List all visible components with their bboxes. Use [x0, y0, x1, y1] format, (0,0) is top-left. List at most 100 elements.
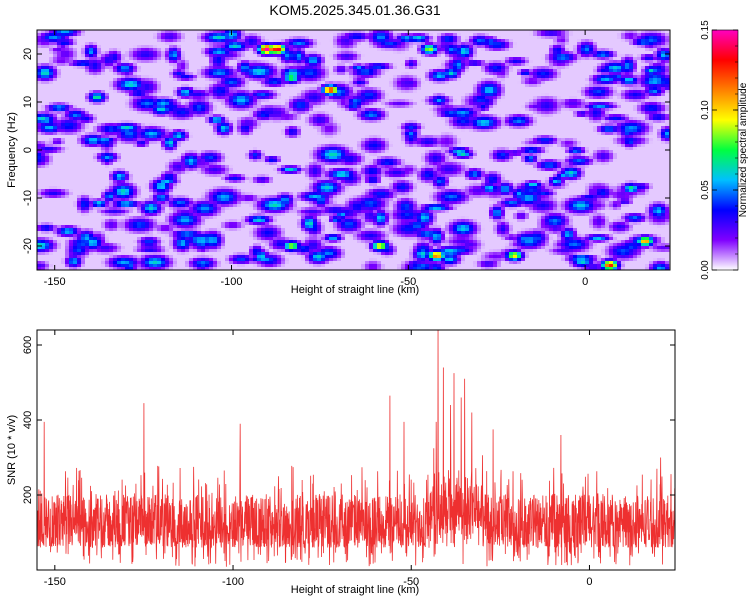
- heatmap-cell: [169, 36, 174, 40]
- heatmap-cell: [205, 102, 210, 106]
- heatmap-cell: [649, 42, 654, 46]
- heatmap-cell: [301, 45, 306, 49]
- heatmap-cell: [537, 111, 542, 115]
- heatmap-cell: [133, 69, 138, 73]
- heatmap-cell: [389, 42, 394, 46]
- heatmap-cell: [145, 30, 150, 34]
- heatmap-cell: [137, 33, 142, 37]
- heatmap-cell: [49, 57, 54, 61]
- heatmap-cell: [201, 90, 206, 94]
- heatmap-cell: [397, 111, 402, 115]
- heatmap-cell: [57, 78, 62, 82]
- heatmap-cell: [97, 45, 102, 49]
- heatmap-cell: [293, 99, 298, 103]
- heatmap-cell: [169, 114, 174, 118]
- heatmap-cell: [61, 105, 66, 109]
- heatmap-cell: [121, 102, 126, 106]
- heatmap-cell: [561, 99, 566, 103]
- heatmap-cell: [153, 99, 158, 103]
- heatmap-cell: [309, 63, 314, 67]
- heatmap-cell: [285, 120, 290, 124]
- heatmap-cell: [345, 54, 350, 58]
- heatmap-cell: [569, 54, 574, 58]
- heatmap-cell: [145, 120, 150, 124]
- heatmap-cell: [49, 66, 54, 70]
- heatmap-cell: [661, 72, 666, 76]
- heatmap-cell: [597, 45, 602, 49]
- heatmap-cell: [661, 36, 666, 40]
- heatmap-cell: [133, 30, 138, 34]
- heatmap-cell: [321, 66, 326, 70]
- heatmap-cell: [581, 111, 586, 115]
- heatmap-cell: [281, 123, 286, 127]
- heatmap-cell: [249, 63, 254, 67]
- heatmap-cell: [481, 39, 486, 43]
- heatmap-cell: [197, 57, 202, 61]
- heatmap-cell: [73, 90, 78, 94]
- heatmap-cell: [333, 33, 338, 37]
- heatmap-cell: [393, 84, 398, 88]
- heatmap-cell: [357, 120, 362, 124]
- heatmap-cell: [533, 120, 538, 124]
- heatmap-cell: [525, 33, 530, 37]
- heatmap-cell: [389, 90, 394, 94]
- heatmap-cell: [69, 111, 74, 115]
- heatmap-cell: [429, 60, 434, 64]
- heatmap-cell: [369, 102, 374, 106]
- heatmap-cell: [589, 102, 594, 106]
- heatmap-cell: [605, 30, 610, 34]
- heatmap-cell: [369, 60, 374, 64]
- heatmap-cell: [537, 108, 542, 112]
- heatmap-cell: [589, 30, 594, 34]
- heatmap-cell: [533, 45, 538, 49]
- heatmap-cell: [337, 42, 342, 46]
- heatmap-cell: [409, 72, 414, 76]
- heatmap-cell: [193, 111, 198, 115]
- heatmap-cell: [453, 99, 458, 103]
- heatmap-cell: [501, 51, 506, 55]
- heatmap-cell: [193, 69, 198, 73]
- heatmap-cell: [117, 63, 122, 67]
- heatmap-cell: [229, 72, 234, 76]
- heatmap-cell: [345, 75, 350, 79]
- heatmap-cell: [485, 117, 490, 121]
- heatmap-cell: [277, 57, 282, 61]
- heatmap-cell: [269, 66, 274, 70]
- heatmap-cell: [65, 48, 70, 52]
- heatmap-cell: [541, 39, 546, 43]
- heatmap-cell: [285, 87, 290, 91]
- heatmap-cell: [153, 117, 158, 121]
- heatmap-cell: [629, 60, 634, 64]
- heatmap-cell: [221, 123, 226, 127]
- heatmap-cell: [625, 48, 630, 52]
- heatmap-cell: [233, 48, 238, 52]
- heatmap-cell: [629, 96, 634, 100]
- heatmap-cell: [521, 78, 526, 82]
- heatmap-cell: [325, 81, 330, 85]
- heatmap-cell: [57, 48, 62, 52]
- heatmap-cell: [317, 72, 322, 76]
- heatmap-cell: [93, 48, 98, 52]
- heatmap-cell: [557, 120, 562, 124]
- heatmap-cell: [473, 75, 478, 79]
- heatmap-cell: [353, 33, 358, 37]
- heatmap-cell: [341, 93, 346, 97]
- heatmap-cell: [609, 108, 614, 112]
- heatmap-cell: [273, 105, 278, 109]
- heatmap-cell: [105, 84, 110, 88]
- heatmap-cell: [341, 42, 346, 46]
- heatmap-cell: [253, 57, 258, 61]
- heatmap-cell: [145, 123, 150, 127]
- heatmap-cell: [269, 54, 274, 58]
- heatmap-cell: [161, 99, 166, 103]
- heatmap-cell: [45, 42, 50, 46]
- heatmap-cell: [325, 108, 330, 112]
- heatmap-cell: [61, 108, 66, 112]
- heatmap-cell: [417, 48, 422, 52]
- heatmap-cell: [577, 72, 582, 76]
- heatmap-cell: [493, 93, 498, 97]
- heatmap-cell: [489, 30, 494, 34]
- heatmap-cell: [657, 72, 662, 76]
- heatmap-cell: [61, 93, 66, 97]
- heatmap-cell: [325, 84, 330, 88]
